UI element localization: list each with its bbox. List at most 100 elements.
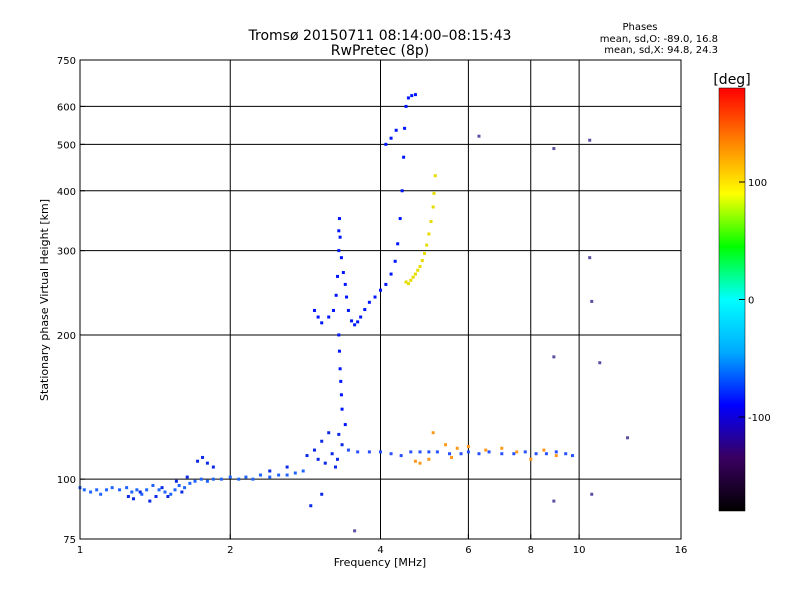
echo-point	[312, 308, 316, 312]
echo-point	[571, 454, 575, 458]
echo-point	[320, 321, 324, 325]
y-tick-label: 400	[57, 187, 76, 198]
echo-point	[367, 450, 371, 454]
echo-point	[544, 452, 548, 456]
echo-point	[174, 479, 178, 483]
stats-o-mode: mean, sd,O: -89.0, 16.8	[600, 34, 718, 45]
echo-point	[95, 488, 99, 492]
echo-point	[335, 274, 339, 278]
echo-point	[554, 454, 558, 458]
echo-point	[104, 488, 108, 492]
echo-point	[406, 96, 410, 100]
echo-point	[316, 457, 320, 461]
echo-point	[554, 450, 558, 454]
colorbar-tick-label: 0	[748, 296, 754, 307]
echo-point	[350, 319, 354, 323]
echo-point	[427, 450, 431, 454]
echo-point	[339, 393, 343, 397]
echo-point	[500, 452, 504, 456]
echo-point	[169, 492, 173, 496]
echo-point	[413, 272, 417, 276]
echo-point	[500, 446, 504, 450]
echo-point	[331, 308, 335, 312]
echo-point	[277, 473, 281, 477]
echo-point	[337, 217, 341, 221]
echo-point	[625, 436, 629, 440]
echo-point	[193, 479, 197, 483]
echo-point	[435, 450, 439, 454]
echo-point	[396, 242, 400, 246]
echo-point	[448, 452, 452, 456]
echo-point	[338, 235, 342, 239]
echo-point	[403, 126, 407, 130]
echo-point	[312, 448, 316, 452]
echo-point	[333, 465, 337, 469]
echo-point	[126, 494, 130, 498]
x-axis-label: Frequency [MHz]	[334, 556, 426, 569]
echo-point	[399, 454, 403, 458]
x-tick-label: 1	[77, 545, 83, 556]
echo-point	[330, 452, 334, 456]
echo-point	[132, 497, 136, 501]
echo-point	[125, 486, 129, 490]
echo-point	[431, 431, 435, 435]
echo-point	[151, 483, 155, 487]
echo-point	[334, 293, 338, 297]
echo-point	[431, 205, 435, 209]
echo-point	[285, 473, 289, 477]
echo-point	[353, 323, 357, 327]
echo-point	[542, 448, 546, 452]
echo-point	[345, 295, 349, 299]
echo-point	[337, 249, 341, 253]
x-tick-label: 2	[227, 545, 233, 556]
stats-x-mode: mean, sd,X: 94.8, 24.3	[604, 45, 718, 56]
echo-point	[337, 349, 341, 353]
echo-point	[552, 499, 556, 503]
echo-point	[598, 361, 602, 365]
echo-point	[338, 367, 342, 371]
echo-point	[183, 486, 187, 490]
echo-point	[418, 461, 422, 465]
echo-point	[588, 138, 592, 142]
echo-point	[420, 259, 424, 263]
echo-point	[484, 448, 488, 452]
y-tick-label: 100	[57, 475, 76, 486]
echo-point	[384, 282, 388, 286]
echo-point	[327, 315, 331, 319]
stats-heading: Phases	[622, 22, 657, 33]
echo-point	[337, 333, 341, 337]
echo-point	[466, 444, 470, 448]
echo-point	[590, 492, 594, 496]
echo-point	[402, 155, 406, 159]
y-tick-label: 600	[57, 102, 76, 113]
echo-point	[140, 492, 144, 496]
echo-point	[157, 488, 161, 492]
echo-point	[130, 490, 134, 494]
echo-point	[320, 439, 324, 443]
echo-point	[346, 448, 350, 452]
echo-point	[199, 477, 203, 481]
echo-point	[251, 477, 255, 481]
echo-point	[309, 504, 313, 508]
echo-point	[398, 217, 402, 221]
echo-point	[384, 142, 388, 146]
chart-title: Tromsø 20150711 08:14:00–08:15:43	[248, 28, 512, 44]
chart-subtitle: RwPretec (8p)	[331, 43, 429, 59]
echo-point	[337, 229, 341, 233]
echo-point	[379, 288, 382, 292]
echo-point	[219, 477, 223, 481]
colorbar-tick-label: -100	[748, 413, 771, 424]
echo-point	[404, 280, 408, 284]
echo-point	[477, 134, 481, 138]
echo-point	[394, 128, 398, 132]
echo-point	[389, 272, 393, 276]
x-axis-ticks: 1 2 4 6 8 10 16	[77, 534, 687, 556]
echo-point	[301, 469, 305, 473]
echo-point	[82, 488, 86, 492]
echo-point	[379, 450, 382, 454]
echo-point	[515, 450, 519, 454]
echo-point	[196, 459, 200, 463]
echo-point	[552, 355, 556, 359]
echo-point	[552, 147, 556, 151]
echo-point	[427, 457, 431, 461]
